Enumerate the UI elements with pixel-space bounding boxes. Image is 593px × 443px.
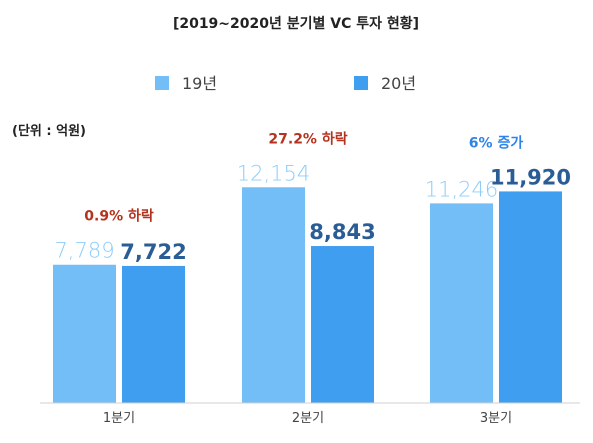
legend-label-20: 20년 <box>381 74 416 93</box>
bar-19-q2 <box>242 187 305 403</box>
legend-swatch-19 <box>155 76 169 90</box>
unit-label: (단위 : 억원) <box>12 123 86 139</box>
bar-19-q1 <box>53 264 116 403</box>
legend-label-19: 19년 <box>182 74 217 93</box>
value-label-19-q3: 11,246 <box>425 177 498 201</box>
chart-title: [2019~2020년 분기별 VC 투자 현황] <box>173 15 419 32</box>
bar-20-q2 <box>311 246 374 403</box>
legend-swatch-20 <box>354 76 368 90</box>
change-annotation-q1: 0.9% 하락 <box>84 208 154 225</box>
bar-20-q1 <box>122 265 185 403</box>
value-label-19-q2: 12,154 <box>237 161 310 185</box>
bar-20-q3 <box>499 191 562 403</box>
value-label-19-q1: 7,789 <box>54 239 114 263</box>
category-label-q1: 1분기 <box>103 411 135 426</box>
value-label-20-q3: 11,920 <box>490 165 571 189</box>
category-label-q3: 3분기 <box>480 411 512 426</box>
change-annotation-q2: 27.2% 하락 <box>268 130 347 147</box>
value-label-20-q1: 7,722 <box>120 240 186 264</box>
bar-19-q3 <box>430 203 493 403</box>
change-annotation-q3: 6% 증가 <box>469 135 524 151</box>
category-label-q2: 2분기 <box>292 411 324 426</box>
legend: 19년 20년 <box>155 74 416 93</box>
value-label-20-q2: 8,843 <box>309 220 375 244</box>
